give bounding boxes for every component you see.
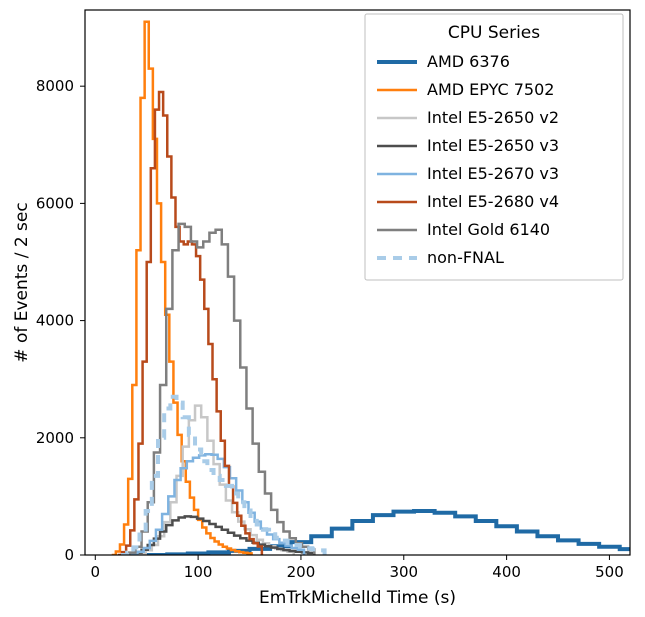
legend-label: Intel E5-2650 v2 <box>427 108 559 127</box>
histogram-chart: 0 100 200 300 400 500 0 2000 4000 6000 8000 EmTrkMi… <box>0 0 645 617</box>
y-tick-label: 0 <box>64 546 74 564</box>
x-tick-label: 200 <box>287 563 316 581</box>
legend-label: Intel E5-2680 v4 <box>427 192 559 211</box>
y-axis-label: # of Events / 2 sec <box>12 202 32 362</box>
legend-label: AMD 6376 <box>427 52 510 71</box>
legend-title: CPU Series <box>448 23 540 43</box>
y-tick-label: 6000 <box>36 194 74 212</box>
legend-label: AMD EPYC 7502 <box>427 80 554 99</box>
x-tick-label: 100 <box>184 563 213 581</box>
legend-label: non-FNAL <box>427 248 504 267</box>
y-tick-label: 2000 <box>36 429 74 447</box>
legend-label: Intel E5-2650 v3 <box>427 136 559 155</box>
x-axis-label: EmTrkMichelId Time (s) <box>259 588 456 608</box>
legend-label: Intel Gold 6140 <box>427 220 550 239</box>
y-tick-label: 4000 <box>36 312 74 330</box>
y-tick-label: 8000 <box>36 77 74 95</box>
x-tick-label: 400 <box>492 563 521 581</box>
legend: CPU Series AMD 6376 AMD EPYC 7502 Intel E5-… <box>365 14 623 280</box>
legend-label: Intel E5-2670 v3 <box>427 164 559 183</box>
x-tick-label: 300 <box>389 563 418 581</box>
x-tick-label: 0 <box>91 563 101 581</box>
x-tick-label: 500 <box>595 563 624 581</box>
